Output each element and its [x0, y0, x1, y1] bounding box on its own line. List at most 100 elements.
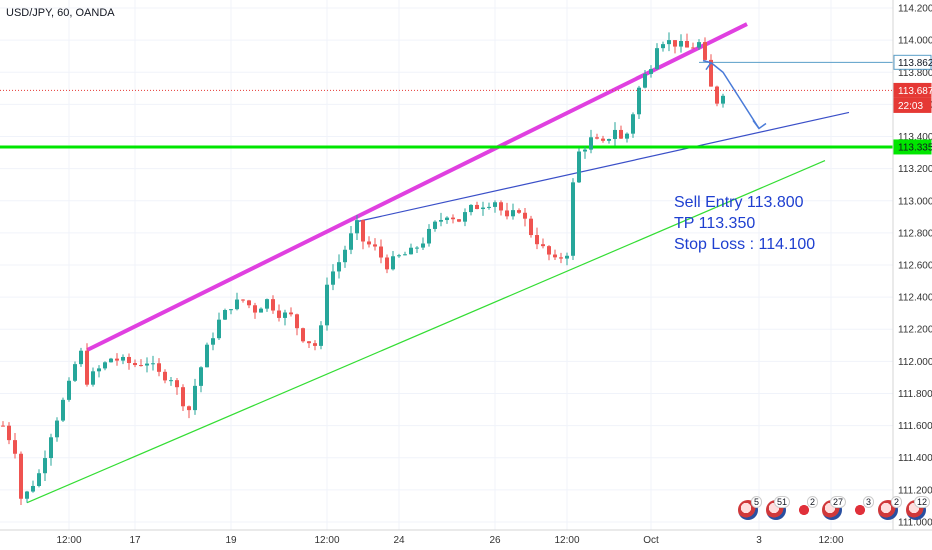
- price-tick-label: 112.200: [898, 325, 932, 336]
- candle-body: [61, 399, 65, 421]
- event-marker[interactable]: 2: [876, 496, 902, 522]
- candle-body: [79, 350, 83, 365]
- time-tick-label: 12:00: [554, 535, 579, 546]
- candle-body: [229, 309, 233, 311]
- price-tick-label: 111.200: [898, 485, 932, 496]
- candle-body: [271, 299, 275, 311]
- event-marker[interactable]: 2: [792, 496, 818, 522]
- candle-body: [91, 371, 95, 385]
- candle-body: [553, 254, 557, 258]
- upper-channel-line: [86, 22, 748, 352]
- event-count: 27: [829, 496, 846, 508]
- candle-body: [265, 299, 269, 309]
- candle-body: [517, 210, 521, 213]
- candle-body: [571, 182, 575, 256]
- candle-body: [145, 363, 149, 366]
- candle-body: [325, 284, 329, 326]
- event-marker[interactable]: 51: [764, 496, 790, 522]
- candle-body: [367, 241, 371, 245]
- time-tick-label: 17: [129, 535, 141, 546]
- candle-body: [499, 202, 503, 211]
- event-marker[interactable]: 3: [848, 496, 874, 522]
- candle-body: [139, 365, 143, 367]
- candle-body: [277, 310, 281, 318]
- event-marker[interactable]: 12: [904, 496, 930, 522]
- candle-body: [463, 212, 467, 222]
- candle-body: [403, 254, 407, 256]
- candle-body: [343, 249, 347, 263]
- candle-body: [283, 312, 287, 318]
- candle-body: [637, 87, 641, 115]
- candle-body: [205, 344, 209, 368]
- economic-events-bar: 5 51 2 27 3 2 12: [736, 496, 930, 526]
- candle-body: [397, 255, 401, 257]
- chart-grid: [0, 0, 893, 530]
- candle-body: [349, 233, 353, 250]
- candle-body: [649, 69, 653, 74]
- candle-body: [73, 364, 77, 381]
- candle-body: [721, 95, 725, 104]
- candle-body: [379, 246, 383, 258]
- candle-body: [445, 217, 449, 221]
- projection-arrowhead: [752, 120, 767, 130]
- event-count: 3: [862, 496, 874, 508]
- event-marker[interactable]: 5: [736, 496, 762, 522]
- candle-body: [223, 309, 227, 320]
- price-tick-label: 112.000: [898, 357, 932, 368]
- candle-body: [565, 255, 569, 259]
- candle-body: [547, 246, 551, 255]
- price-tag-box: [893, 54, 932, 70]
- event-count: 2: [806, 496, 818, 508]
- time-tick-label: 24: [393, 535, 405, 546]
- candle-body: [481, 207, 485, 210]
- candle-body: [439, 220, 443, 222]
- candle-body: [703, 42, 707, 60]
- candle-body: [355, 220, 359, 234]
- price-tag-value: 113.862: [898, 58, 932, 69]
- candle-body: [109, 358, 113, 363]
- symbol-title[interactable]: USD/JPY, 60, OANDA: [6, 7, 115, 19]
- candle-body: [211, 338, 215, 345]
- time-tick-label: 26: [489, 535, 501, 546]
- candle-body: [151, 363, 155, 365]
- candle-body: [433, 221, 437, 229]
- time-tick-label: 3: [756, 535, 762, 546]
- price-tag-box: [893, 97, 932, 113]
- price-axis[interactable]: 114.200114.000113.800113.600113.400113.2…: [898, 4, 932, 529]
- sell-entry-label: Sell Entry 113.800: [674, 194, 804, 211]
- event-marker[interactable]: 27: [820, 496, 846, 522]
- candle-body: [181, 387, 185, 407]
- stop-loss-label: Stop Loss : 114.100: [674, 236, 816, 253]
- candle-body: [31, 485, 35, 492]
- time-axis[interactable]: 12:00 17 19 12:00 24 26 12:00 Oct 3 12:00: [56, 535, 843, 546]
- candle-body: [685, 41, 689, 48]
- time-tick-label: 12:00: [314, 535, 339, 546]
- price-tick-label: 111.800: [898, 389, 932, 400]
- price-tick-label: 113.200: [898, 164, 932, 175]
- candle-body: [595, 137, 599, 139]
- candle-body: [55, 420, 59, 438]
- price-tick-label: 111.000: [898, 517, 932, 528]
- time-tick-label: Oct: [643, 535, 659, 546]
- candle-body: [259, 308, 263, 313]
- trend-lines: [0, 22, 893, 504]
- price-tag-value: 22:03: [898, 101, 923, 112]
- price-tick-label: 113.800: [898, 68, 932, 79]
- candle-body: [319, 325, 323, 346]
- projection-peak-arrowhead: [702, 59, 713, 71]
- price-tag-box: [893, 82, 932, 98]
- candle-body: [427, 228, 431, 244]
- candle-body: [385, 257, 389, 270]
- candle-body: [313, 343, 317, 346]
- price-tick-label: 113.000: [898, 196, 932, 207]
- candle-body: [457, 219, 461, 222]
- candle-body: [169, 380, 173, 382]
- price-tick-label: 112.600: [898, 261, 932, 272]
- candle-body: [7, 425, 11, 441]
- price-tags: 113.862 113.687 22:03 113.335: [893, 54, 932, 155]
- candle-body: [691, 47, 695, 49]
- candle-body: [163, 371, 167, 381]
- candle-body: [505, 210, 509, 217]
- candle-body: [415, 247, 419, 249]
